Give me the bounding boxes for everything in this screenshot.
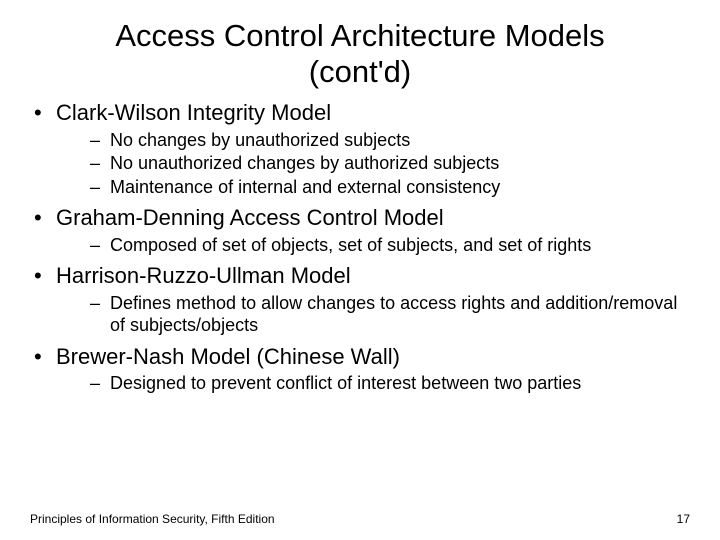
footer-source: Principles of Information Security, Fift… [30,512,275,526]
sub-bullet-text: Designed to prevent conflict of interest… [110,373,581,393]
sub-bullet-text: No unauthorized changes by authorized su… [110,153,499,173]
slide: Access Control Architecture Models (cont… [0,0,720,540]
sub-bullet-item: No unauthorized changes by authorized su… [90,152,690,175]
sub-bullet-item: No changes by unauthorized subjects [90,129,690,152]
slide-content: Clark-Wilson Integrity Model No changes … [0,89,720,395]
bullet-item: Harrison-Ruzzo-Ullman Model Defines meth… [30,262,690,337]
bullet-text: Harrison-Ruzzo-Ullman Model [56,263,351,288]
sub-bullet-text: Maintenance of internal and external con… [110,177,500,197]
sub-bullet-list: Defines method to allow changes to acces… [56,292,690,337]
bullet-item: Graham-Denning Access Control Model Comp… [30,204,690,256]
sub-bullet-item: Designed to prevent conflict of interest… [90,372,690,395]
sub-bullet-item: Maintenance of internal and external con… [90,176,690,199]
title-line-2: (cont'd) [309,54,411,89]
sub-bullet-item: Defines method to allow changes to acces… [90,292,690,337]
bullet-text: Graham-Denning Access Control Model [56,205,444,230]
title-line-1: Access Control Architecture Models [115,18,604,53]
bullet-text: Clark-Wilson Integrity Model [56,100,331,125]
bullet-text: Brewer-Nash Model (Chinese Wall) [56,344,400,369]
sub-bullet-list: No changes by unauthorized subjects No u… [56,129,690,199]
slide-title: Access Control Architecture Models (cont… [0,0,720,89]
sub-bullet-text: No changes by unauthorized subjects [110,130,410,150]
sub-bullet-text: Composed of set of objects, set of subje… [110,235,591,255]
slide-number: 17 [677,512,690,526]
bullet-item: Clark-Wilson Integrity Model No changes … [30,99,690,198]
sub-bullet-item: Composed of set of objects, set of subje… [90,234,690,257]
bullet-list: Clark-Wilson Integrity Model No changes … [30,99,690,395]
sub-bullet-list: Designed to prevent conflict of interest… [56,372,690,395]
sub-bullet-list: Composed of set of objects, set of subje… [56,234,690,257]
sub-bullet-text: Defines method to allow changes to acces… [110,293,677,336]
bullet-item: Brewer-Nash Model (Chinese Wall) Designe… [30,343,690,395]
